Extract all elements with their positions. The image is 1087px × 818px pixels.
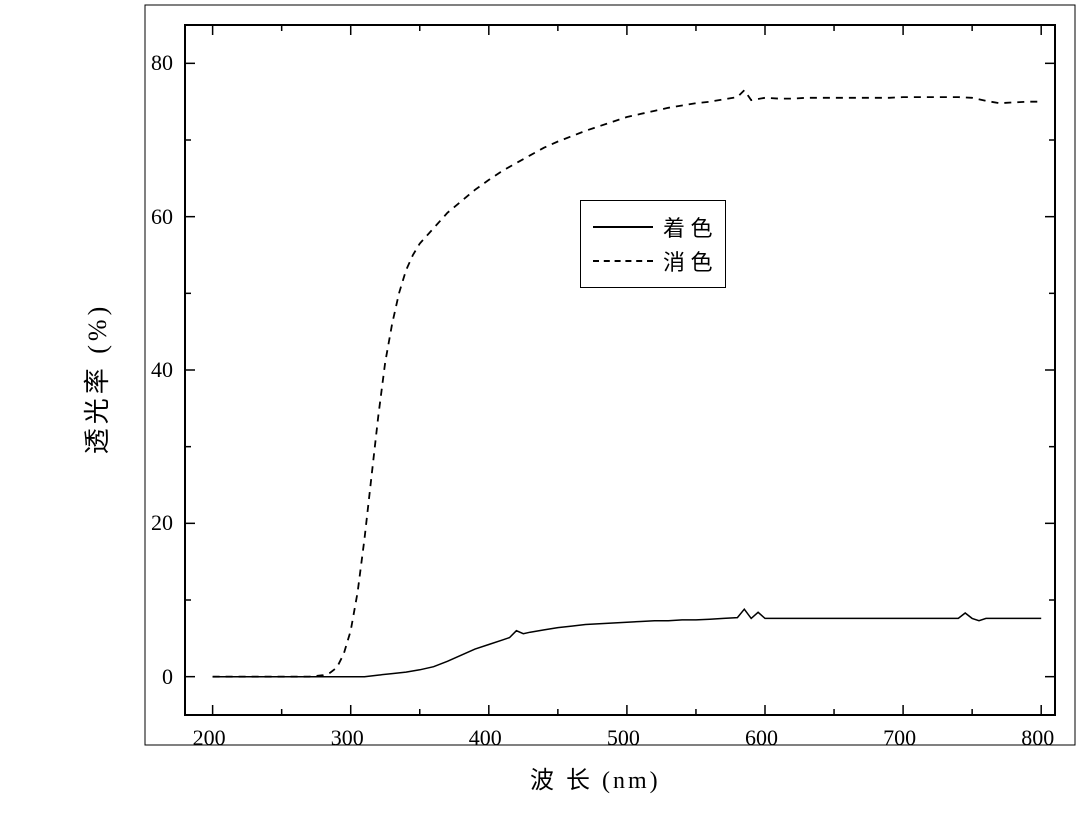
x-tick-label: 700 bbox=[883, 725, 916, 751]
y-tick-label: 60 bbox=[151, 204, 173, 230]
x-tick-label: 300 bbox=[331, 725, 364, 751]
x-tick-label: 400 bbox=[469, 725, 502, 751]
x-tick-label: 800 bbox=[1021, 725, 1054, 751]
x-tick-label: 200 bbox=[193, 725, 226, 751]
legend-label-colored: 着 色 bbox=[663, 211, 713, 243]
x-tick-label: 500 bbox=[607, 725, 640, 751]
legend-label-bleached: 消 色 bbox=[663, 245, 713, 277]
y-tick-label: 80 bbox=[151, 50, 173, 76]
y-axis-label: 透光率 (%) bbox=[77, 303, 114, 454]
legend-item-bleached: 消 色 bbox=[593, 245, 713, 277]
x-tick-label: 600 bbox=[745, 725, 778, 751]
legend: 着 色 消 色 bbox=[580, 200, 726, 288]
y-tick-label: 40 bbox=[151, 357, 173, 383]
y-tick-label: 20 bbox=[151, 510, 173, 536]
legend-line-solid bbox=[593, 226, 653, 228]
x-axis-label: 波 长 (nm) bbox=[530, 760, 661, 795]
y-tick-label: 0 bbox=[162, 664, 173, 690]
transmittance-chart bbox=[0, 0, 1087, 818]
legend-line-dashed bbox=[593, 260, 653, 262]
legend-item-colored: 着 色 bbox=[593, 211, 713, 243]
